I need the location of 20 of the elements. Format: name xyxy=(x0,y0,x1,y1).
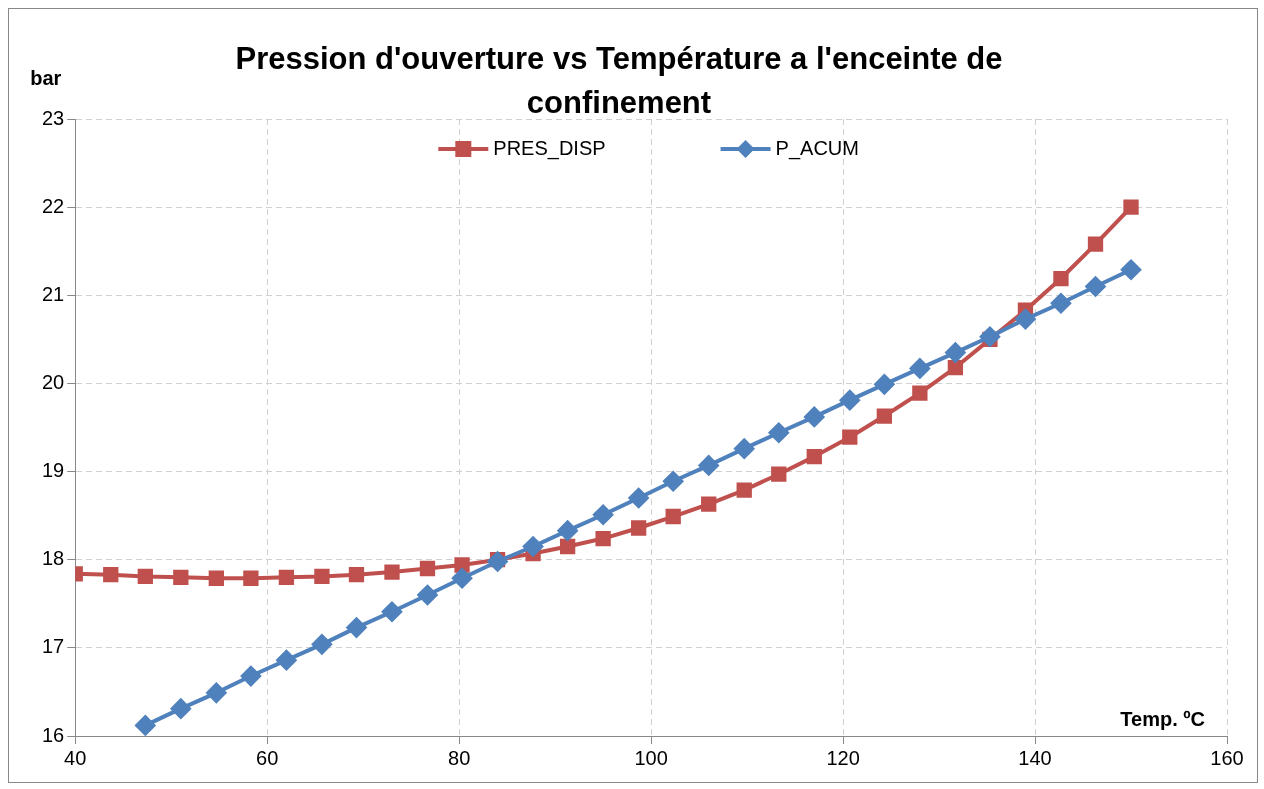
y-tick-label: 21 xyxy=(42,282,65,305)
y-axis-title: bar xyxy=(30,66,62,89)
y-tick-label: 22 xyxy=(42,194,65,217)
legend-label: P_ACUM xyxy=(775,136,859,160)
x-tick-label: 100 xyxy=(634,746,668,769)
y-tick-label: 18 xyxy=(42,547,65,570)
legend-label: PRES_DISP xyxy=(493,136,606,160)
x-tick-label: 80 xyxy=(448,746,471,769)
y-tick-label: 17 xyxy=(42,635,65,658)
x-tick-label: 120 xyxy=(826,746,860,769)
y-tick-label: 19 xyxy=(42,459,65,482)
y-tick-label: 23 xyxy=(42,106,65,129)
y-tick-label: 16 xyxy=(42,723,65,746)
x-axis-title: Temp. ºC xyxy=(1120,707,1205,730)
y-tick-label: 20 xyxy=(42,370,65,393)
chart-title: Pression d'ouverture vs Température a l'enceinte de confinement xyxy=(234,40,1004,122)
x-tick-label: 40 xyxy=(64,746,87,769)
x-tick-label: 60 xyxy=(256,746,279,769)
x-tick-label: 140 xyxy=(1018,746,1052,769)
x-tick-label: 160 xyxy=(1210,746,1244,769)
